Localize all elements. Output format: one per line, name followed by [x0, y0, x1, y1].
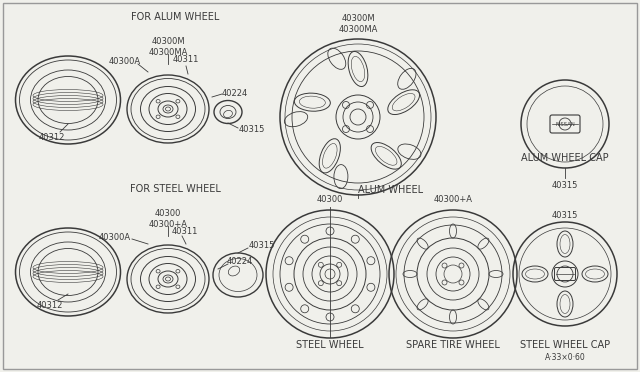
- Text: 40315: 40315: [239, 125, 265, 134]
- Text: 40312: 40312: [37, 301, 63, 310]
- Text: 40315: 40315: [249, 241, 275, 250]
- Text: ALUM WHEEL: ALUM WHEEL: [358, 185, 423, 195]
- Text: 40224: 40224: [222, 89, 248, 97]
- Text: 40300A: 40300A: [109, 57, 141, 65]
- Text: STEEL WHEEL CAP: STEEL WHEEL CAP: [520, 340, 610, 350]
- Text: 40311: 40311: [172, 227, 198, 235]
- Text: 40300+A: 40300+A: [433, 196, 472, 205]
- Text: 40300: 40300: [317, 196, 343, 205]
- Text: NISSAN: NISSAN: [555, 122, 575, 126]
- Text: FOR STEEL WHEEL: FOR STEEL WHEEL: [129, 184, 220, 194]
- Text: 40300A: 40300A: [99, 232, 131, 241]
- Text: 40300
40300+A: 40300 40300+A: [148, 209, 188, 229]
- Text: 40315: 40315: [552, 182, 578, 190]
- Text: SPARE TIRE WHEEL: SPARE TIRE WHEEL: [406, 340, 500, 350]
- Text: 40300M
40300MA: 40300M 40300MA: [148, 37, 188, 57]
- Text: 40300M
40300MA: 40300M 40300MA: [339, 14, 378, 34]
- Text: 40224: 40224: [227, 257, 253, 266]
- Text: FOR ALUM WHEEL: FOR ALUM WHEEL: [131, 12, 219, 22]
- Text: 40312: 40312: [39, 132, 65, 141]
- Text: A·33×0·60: A·33×0·60: [545, 353, 586, 362]
- Text: 40311: 40311: [173, 55, 199, 64]
- Text: ALUM WHEEL CAP: ALUM WHEEL CAP: [521, 153, 609, 163]
- Text: 40315: 40315: [552, 212, 578, 221]
- Text: STEEL WHEEL: STEEL WHEEL: [296, 340, 364, 350]
